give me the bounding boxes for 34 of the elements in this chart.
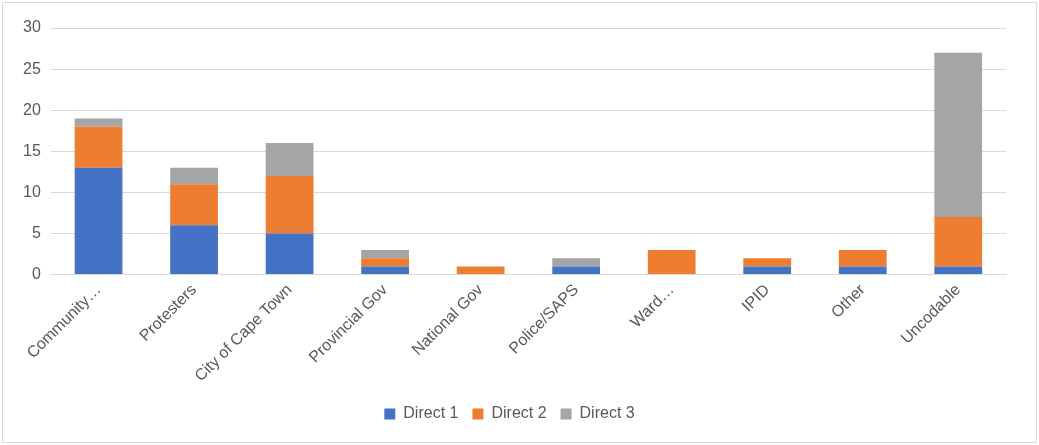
bar: [552, 258, 601, 267]
bar: [265, 143, 314, 176]
y-tick-label: 25: [23, 59, 41, 77]
bar: [456, 266, 505, 275]
bar: [743, 266, 792, 275]
legend-label: Direct 3: [579, 404, 635, 422]
bar: [265, 233, 314, 275]
bar: [743, 258, 792, 267]
y-tick-label: 5: [31, 223, 41, 241]
bar: [934, 266, 983, 275]
bar: [838, 249, 887, 267]
bar: [74, 167, 123, 275]
y-tick-label: 0: [31, 265, 41, 283]
bar: [934, 217, 983, 267]
bar: [361, 258, 409, 267]
y-tick-label: 10: [23, 182, 41, 200]
x-tick-label: IPID: [738, 280, 773, 315]
y-tick-label: 20: [23, 100, 41, 118]
bar: [170, 167, 218, 185]
bar: [170, 184, 218, 226]
bar: [74, 126, 123, 168]
bar: [265, 175, 314, 234]
y-tick-label: 15: [23, 141, 41, 159]
y-tick-label: 30: [23, 18, 41, 36]
bar: [361, 266, 409, 275]
bar: [170, 225, 218, 275]
bar: [934, 52, 983, 218]
bar: [838, 266, 887, 275]
bar: [552, 266, 601, 275]
bar: [74, 118, 123, 127]
legend-label: Direct 1: [403, 404, 459, 422]
bar: [647, 249, 696, 275]
bar: [361, 249, 409, 259]
legend-label: Direct 2: [491, 404, 547, 422]
